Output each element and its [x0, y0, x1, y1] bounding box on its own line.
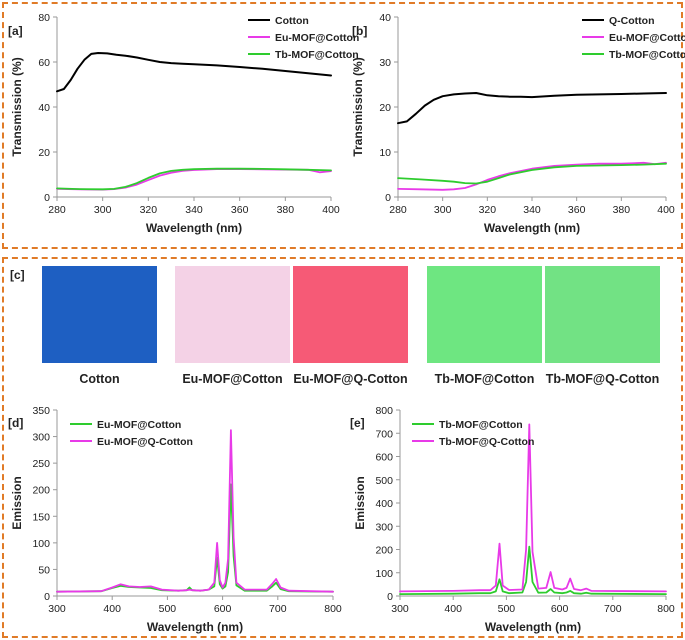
y-axis-title-e: Emission — [353, 476, 367, 529]
panel-label-a: [a] — [8, 24, 23, 38]
legend-label-b-0: Q-Cotton — [609, 15, 654, 27]
photo-tb-mof-q-cotton — [545, 266, 660, 363]
x-tick-label-a-380: 380 — [277, 204, 295, 216]
series-line-b-2 — [397, 162, 667, 185]
x-tick-label-e-700: 700 — [604, 603, 622, 615]
y-tick-label-a-40: 40 — [38, 102, 50, 114]
series-line-d-1 — [56, 429, 334, 593]
photo-label-cotton: Cotton — [79, 372, 120, 386]
x-tick-label-e-500: 500 — [498, 603, 516, 615]
x-tick-label-b-320: 320 — [479, 204, 497, 216]
x-axis-title-e: Wavelength (nm) — [485, 620, 581, 634]
y-tick-label-e-200: 200 — [375, 545, 393, 557]
photo-tb-mof-cotton — [427, 266, 542, 363]
series-line-d-0 — [56, 483, 334, 593]
panel-label-e: [e] — [350, 416, 365, 430]
legend-label-e-1: Tb-MOF@Q-Cotton — [439, 436, 534, 448]
y-tick-label-a-0: 0 — [44, 192, 50, 204]
series-line-e-1 — [399, 423, 667, 593]
x-tick-label-e-800: 800 — [657, 603, 675, 615]
bottom-panels-frame — [2, 257, 683, 638]
x-tick-label-a-320: 320 — [140, 204, 158, 216]
photo-label-eu-mof-cotton: Eu-MOF@Cotton — [182, 372, 283, 386]
x-tick-label-d-800: 800 — [324, 603, 342, 615]
y-tick-label-d-100: 100 — [32, 538, 50, 550]
y-tick-label-b-20: 20 — [379, 102, 391, 114]
x-tick-label-b-340: 340 — [523, 204, 541, 216]
y-tick-label-e-700: 700 — [375, 428, 393, 440]
x-tick-label-d-400: 400 — [103, 603, 121, 615]
legend-label-a-0: Cotton — [275, 15, 309, 27]
x-tick-label-b-360: 360 — [568, 204, 586, 216]
x-tick-label-e-300: 300 — [391, 603, 409, 615]
y-axis-title-d: Emission — [10, 476, 24, 529]
y-tick-label-e-800: 800 — [375, 405, 393, 417]
x-tick-label-a-400: 400 — [322, 204, 340, 216]
photo-eu-mof-cotton — [175, 266, 290, 363]
legend-label-b-1: Eu-MOF@Cotton — [609, 32, 685, 44]
x-axis-title-d: Wavelength (nm) — [147, 620, 243, 634]
x-tick-label-e-600: 600 — [551, 603, 569, 615]
photo-label-eu-mof-q-cotton: Eu-MOF@Q-Cotton — [293, 372, 408, 386]
series-line-a-0 — [56, 52, 332, 93]
photo-cotton — [42, 266, 157, 363]
legend-label-e-0: Tb-MOF@Cotton — [439, 419, 523, 431]
legend-label-d-1: Eu-MOF@Q-Cotton — [97, 436, 193, 448]
series-line-e-0 — [399, 545, 667, 595]
x-axis-title-b: Wavelength (nm) — [484, 221, 580, 235]
photo-eu-mof-q-cotton — [293, 266, 408, 363]
panel-label-c: [c] — [10, 268, 25, 282]
y-tick-label-b-40: 40 — [379, 12, 391, 24]
y-tick-label-e-600: 600 — [375, 452, 393, 464]
panel-label-b: [b] — [352, 24, 367, 38]
x-tick-label-a-280: 280 — [48, 204, 66, 216]
series-line-b-0 — [397, 92, 667, 125]
x-tick-label-a-340: 340 — [185, 204, 203, 216]
x-tick-label-a-300: 300 — [94, 204, 112, 216]
top-panels-frame — [2, 2, 683, 249]
legend-label-a-2: Tb-MOF@Cotton — [275, 49, 359, 61]
y-tick-label-d-150: 150 — [32, 511, 50, 523]
y-tick-label-d-200: 200 — [32, 485, 50, 497]
x-tick-label-b-380: 380 — [613, 204, 631, 216]
x-tick-label-a-360: 360 — [231, 204, 249, 216]
x-tick-label-d-300: 300 — [48, 603, 66, 615]
legend-label-a-1: Eu-MOF@Cotton — [275, 32, 359, 44]
photo-label-tb-mof-cotton: Tb-MOF@Cotton — [434, 372, 535, 386]
photo-label-tb-mof-q-cotton: Tb-MOF@Q-Cotton — [545, 372, 660, 386]
y-tick-label-e-400: 400 — [375, 498, 393, 510]
x-tick-label-d-600: 600 — [214, 603, 232, 615]
y-tick-label-e-100: 100 — [375, 568, 393, 580]
x-tick-label-e-400: 400 — [444, 603, 462, 615]
y-tick-label-d-50: 50 — [38, 564, 50, 576]
y-tick-label-e-500: 500 — [375, 475, 393, 487]
x-tick-label-d-500: 500 — [159, 603, 177, 615]
legend-label-b-2: Tb-MOF@Cotton — [609, 49, 685, 61]
y-tick-label-d-300: 300 — [32, 432, 50, 444]
x-tick-label-b-280: 280 — [389, 204, 407, 216]
y-tick-label-b-30: 30 — [379, 57, 391, 69]
y-tick-label-b-0: 0 — [385, 192, 391, 204]
series-line-a-2 — [56, 167, 332, 191]
legend-label-d-0: Eu-MOF@Cotton — [97, 419, 181, 431]
panel-label-d: [d] — [8, 416, 23, 430]
x-tick-label-b-300: 300 — [434, 204, 452, 216]
series-line-b-1 — [397, 161, 667, 191]
y-tick-label-a-80: 80 — [38, 12, 50, 24]
y-tick-label-d-0: 0 — [44, 591, 50, 603]
x-tick-label-b-400: 400 — [657, 204, 675, 216]
x-tick-label-d-700: 700 — [269, 603, 287, 615]
y-axis-title-b: Transmission (%) — [351, 57, 365, 156]
y-axis-title-a: Transmission (%) — [10, 57, 24, 156]
series-line-a-1 — [56, 168, 332, 191]
y-tick-label-a-60: 60 — [38, 57, 50, 69]
y-tick-label-d-250: 250 — [32, 458, 50, 470]
y-tick-label-e-0: 0 — [387, 591, 393, 603]
y-tick-label-a-20: 20 — [38, 147, 50, 159]
y-tick-label-d-350: 350 — [32, 405, 50, 417]
y-tick-label-e-300: 300 — [375, 521, 393, 533]
x-axis-title-a: Wavelength (nm) — [146, 221, 242, 235]
y-tick-label-b-10: 10 — [379, 147, 391, 159]
